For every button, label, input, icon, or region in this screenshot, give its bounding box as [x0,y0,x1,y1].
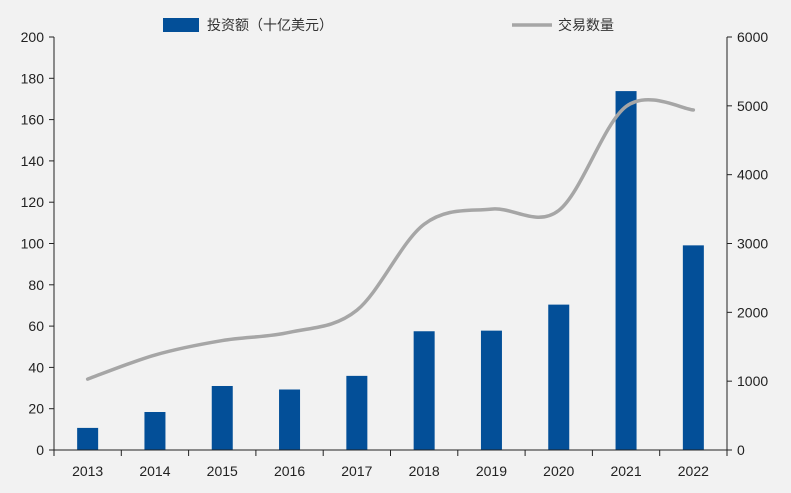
x-tick-label: 2016 [274,463,305,479]
x-tick-label: 2018 [409,463,440,479]
y-right-tick-label: 2000 [737,304,768,320]
x-tick-label: 2021 [610,463,641,479]
x-tick-label: 2014 [139,463,170,479]
y-left-tick-label: 40 [28,359,44,375]
bar-2022 [682,245,704,450]
y-left-tick-label: 80 [28,277,44,293]
legend: 投资额（十亿美元） 交易数量 [163,17,614,34]
legend-line-label: 交易数量 [558,17,614,34]
bar-2015 [211,385,233,450]
y-right-tick-label: 1000 [737,373,768,389]
x-tick-label: 2013 [72,463,103,479]
y-left-tick-label: 0 [36,442,44,458]
y-right-tick-label: 5000 [737,98,768,114]
y-left-tick-label: 200 [21,29,45,45]
y-right-tick-label: 3000 [737,236,768,252]
line-series [85,98,696,381]
bar-series [77,91,704,450]
bar-2020 [548,304,570,450]
x-tick-label: 2015 [207,463,238,479]
x-tick-label: 2017 [341,463,372,479]
axis-ticks: 0204060801001201401601802000100020003000… [21,29,769,479]
x-tick-label: 2020 [543,463,574,479]
y-left-tick-label: 140 [21,153,45,169]
y-left-tick-label: 100 [21,236,45,252]
y-left-tick-label: 20 [28,401,44,417]
line-deal-count [85,98,696,381]
y-left-tick-label: 120 [21,194,45,210]
bar-2016 [279,389,301,450]
y-left-tick-label: 180 [21,70,45,86]
y-left-tick-label: 60 [28,318,44,334]
y-right-tick-label: 4000 [737,167,768,183]
bar-2014 [144,412,166,450]
bar-2021 [615,91,637,450]
x-tick-label: 2019 [476,463,507,479]
y-right-tick-label: 0 [737,442,745,458]
legend-bar-swatch [163,18,199,32]
bar-2019 [480,330,502,450]
legend-bar-label: 投资额（十亿美元） [207,18,333,34]
bar-2017 [346,375,368,450]
y-right-tick-label: 6000 [737,29,768,45]
y-left-tick-label: 160 [21,112,45,128]
bar-2013 [77,427,99,450]
bar-2018 [413,331,435,450]
x-tick-label: 2022 [678,463,709,479]
